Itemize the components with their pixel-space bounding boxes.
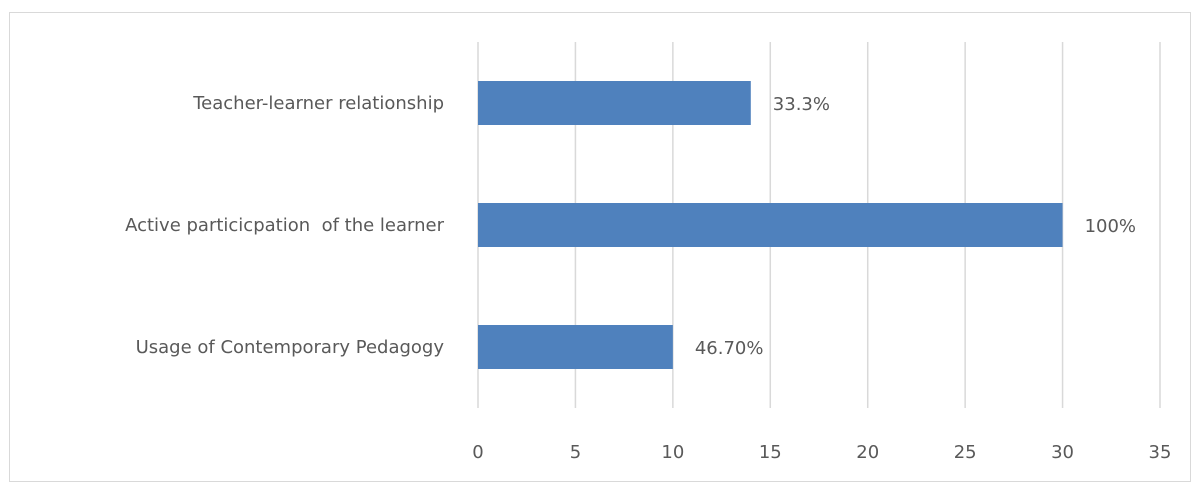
- x-tick-label: 5: [570, 442, 581, 463]
- category-label: Teacher-learner relationship: [192, 93, 444, 114]
- bar: [478, 81, 751, 125]
- data-label: 46.70%: [695, 338, 764, 359]
- x-tick-label: 20: [856, 442, 879, 463]
- category-label: Usage of Contemporary Pedagogy: [136, 337, 445, 358]
- x-tick-label: 25: [954, 442, 977, 463]
- x-tick-label: 15: [759, 442, 782, 463]
- bar: [478, 325, 673, 369]
- bar: [478, 203, 1063, 247]
- x-tick-label: 10: [661, 442, 684, 463]
- x-tick-label: 30: [1051, 442, 1074, 463]
- x-tick-label: 0: [472, 442, 483, 463]
- category-label: Active particicpation of the learner: [125, 215, 444, 236]
- x-tick-label: 35: [1149, 442, 1172, 463]
- data-label: 100%: [1085, 216, 1136, 237]
- data-label: 33.3%: [773, 94, 830, 115]
